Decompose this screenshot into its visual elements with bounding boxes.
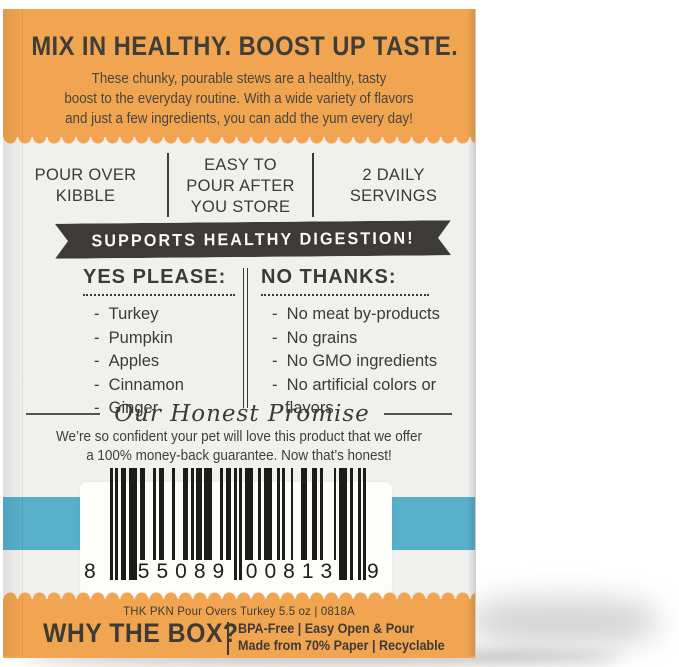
list-item: Turkey — [83, 303, 238, 327]
yes-please-column: YES PLEASE: TurkeyPumpkinApplesCinnamonG… — [83, 266, 238, 421]
rule-left — [26, 413, 101, 415]
footer-line-2: Made from 70% Paper | Recyclable — [238, 637, 445, 653]
barcode-bar — [120, 468, 127, 580]
barcode-digits-right: 00813 — [245, 560, 340, 583]
barcode-bar — [282, 468, 286, 560]
barcode-bar — [204, 468, 213, 560]
barcode-bar — [277, 468, 280, 560]
list-item: No artificial colors or flavors — [261, 374, 461, 421]
no-thanks-heading: NO THANKS: — [261, 266, 429, 296]
list-item: No meat by-products — [261, 303, 461, 327]
list-item: Pumpkin — [83, 327, 238, 351]
product-box-back-panel: MIX IN HEALTHY. BOOST UP TASTE. These ch… — [3, 9, 476, 658]
barcode-bar — [320, 468, 323, 560]
box-left-crease — [22, 9, 23, 656]
barcode-bar — [220, 468, 224, 560]
barcode-bar — [233, 468, 237, 580]
benefits-row: POUR OVER KIBBLE EASY TO POUR AFTER YOU … — [3, 150, 475, 222]
barcode — [110, 468, 366, 580]
list-item: No GMO ingredients — [261, 350, 461, 374]
barcode-bar — [339, 468, 348, 580]
barcode-bar — [239, 468, 243, 580]
barcode-bar — [115, 468, 119, 580]
list-item: No grains — [261, 327, 461, 351]
footer-divider — [227, 622, 229, 655]
benefit-divider — [167, 153, 169, 217]
barcode-bar — [244, 468, 253, 560]
barcode-bar — [196, 468, 202, 560]
barcode-bar — [333, 468, 337, 560]
barcode-digit-first: 8 — [84, 560, 96, 583]
scalloped-edge-top-section — [3, 137, 475, 146]
barcode-bar — [290, 468, 294, 560]
barcode-bar — [363, 468, 366, 580]
list-item: Apples — [83, 350, 238, 374]
why-the-box-heading: WHY THE BOX? — [43, 618, 239, 648]
benefit-daily-servings: 2 DAILY SERVINGS — [349, 166, 438, 205]
footer-feature-lines: BPA-Free | Easy Open & Pour Made from 70… — [238, 621, 445, 654]
barcode-bar — [301, 468, 307, 560]
yes-please-list: TurkeyPumpkinApplesCinnamonGinger — [83, 303, 238, 421]
barcode-bar — [190, 468, 194, 560]
barcode-bar — [263, 468, 272, 560]
benefit-easy-to-pour: EASY TO POUR AFTER YOU STORE — [186, 155, 295, 216]
headline: MIX IN HEALTHY. BOOST UP TASTE. — [31, 31, 459, 61]
barcode-bar — [171, 468, 175, 560]
promise-heading: Our Honest Promise — [114, 401, 370, 427]
barcode-bar — [225, 468, 232, 560]
list-item: Cinnamon — [83, 374, 238, 398]
barcode-bar — [158, 468, 164, 560]
barcode-bar — [128, 468, 137, 580]
barcode-digits-left: 55089 — [137, 560, 232, 583]
scalloped-edge-bottom-section — [3, 590, 475, 599]
digestion-ribbon: SUPPORTS HEALTHY DIGESTION! — [55, 220, 451, 258]
barcode-bar — [349, 468, 353, 580]
barcode-bar — [153, 468, 156, 560]
no-thanks-column: NO THANKS: No meat by-productsNo grainsN… — [261, 266, 461, 421]
barcode-bar — [139, 468, 146, 560]
barcode-bar — [182, 468, 189, 560]
top-banner-section: MIX IN HEALTHY. BOOST UP TASTE. These ch… — [3, 9, 475, 137]
benefit-pour-over-kibble: POUR OVER KIBBLE — [34, 166, 137, 205]
barcode-bar — [312, 468, 318, 560]
yes-please-heading: YES PLEASE: — [83, 266, 235, 296]
list-item: Ginger — [83, 397, 238, 421]
ribbon-label: SUPPORTS HEALTHY DIGESTION! — [91, 228, 415, 250]
box-side-shadow — [468, 598, 658, 646]
benefit-divider — [312, 153, 314, 217]
column-double-divider — [243, 268, 248, 408]
barcode-digit-last: 9 — [367, 560, 379, 583]
headline-subtext: These chunky, pourable stews are a healt… — [64, 71, 414, 127]
footer-line-1: BPA-Free | Easy Open & Pour — [238, 621, 415, 636]
promise-heading-row: Our Honest Promise — [3, 401, 475, 427]
barcode-bar — [258, 468, 261, 560]
barcode-bar — [357, 468, 361, 580]
bottom-banner-section: THK PKN Pour Overs Turkey 5.5 oz | 0818A… — [3, 599, 475, 658]
yes-no-section: YES PLEASE: TurkeyPumpkinApplesCinnamonG… — [3, 262, 475, 417]
promise-body: We’re so confident your pet will love th… — [55, 429, 423, 464]
barcode-bar — [110, 468, 113, 580]
rule-right — [383, 413, 452, 415]
product-code: THK PKN Pour Overs Turkey 5.5 oz | 0818A — [123, 604, 355, 618]
no-thanks-list: No meat by-productsNo grainsNo GMO ingre… — [261, 303, 461, 421]
